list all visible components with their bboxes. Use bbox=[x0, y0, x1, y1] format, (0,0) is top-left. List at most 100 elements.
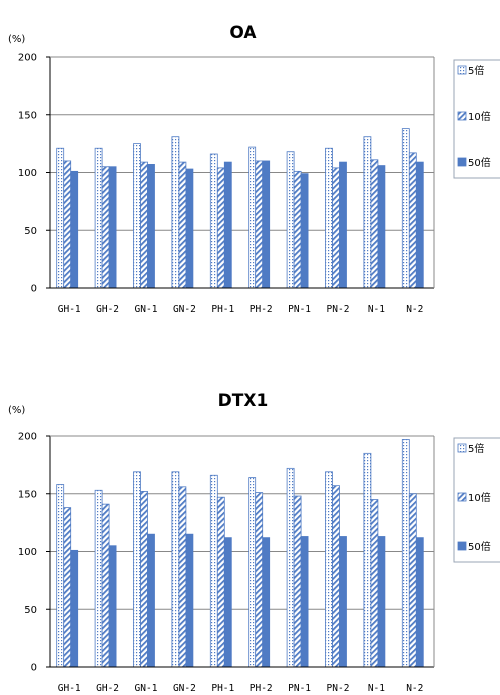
x-tick-label: PH-1 bbox=[211, 304, 234, 315]
x-tick-label: PH-1 bbox=[211, 683, 234, 694]
bar-gn-2-1 bbox=[171, 136, 180, 289]
bar-ph-1-3 bbox=[223, 161, 232, 289]
bar-gh-2-2 bbox=[101, 166, 110, 289]
bar-gn-2-2 bbox=[178, 161, 187, 289]
bar-gn-1-2 bbox=[140, 491, 148, 668]
bar-n-1-2 bbox=[370, 499, 379, 668]
legend-swatch bbox=[457, 541, 467, 551]
chart-oa: OA (%) 0 50 100 150 200 GH-1 GH-2 GN-1 GN-2 PH-1 P… bbox=[8, 23, 500, 315]
y-tick-label: 100 bbox=[18, 547, 37, 558]
y-tick-label: 50 bbox=[24, 226, 37, 237]
bar-n-1-3 bbox=[377, 536, 386, 668]
bar-ph-1-1 bbox=[209, 153, 218, 289]
bar-ph-2-2 bbox=[255, 492, 264, 668]
legend-swatch bbox=[457, 65, 467, 75]
x-tick-label: N-1 bbox=[368, 304, 385, 315]
y-tick-label: 50 bbox=[24, 605, 37, 616]
legend-entry: 50倍 bbox=[468, 156, 491, 169]
bar-pn-1-2 bbox=[293, 495, 302, 668]
bar-ph-1-2 bbox=[216, 496, 225, 668]
bar-ph-2-2 bbox=[255, 160, 264, 289]
chart-title: OA bbox=[229, 23, 257, 43]
bar-gh-2-1 bbox=[94, 147, 103, 289]
bar-ph-2-1 bbox=[248, 146, 257, 289]
bar-gn-2-2 bbox=[178, 486, 187, 668]
bar-pn-1-1 bbox=[286, 467, 295, 668]
x-tick-label: GH-1 bbox=[58, 683, 81, 694]
legend-swatch bbox=[457, 443, 467, 453]
x-tick-label: GH-2 bbox=[96, 304, 119, 315]
bar-pn-1-3 bbox=[300, 536, 309, 668]
legend: 5倍 10倍 50倍 bbox=[453, 437, 500, 563]
y-tick-label: 0 bbox=[31, 663, 37, 674]
legend-entry: 50倍 bbox=[468, 540, 491, 553]
bar-gn-2-3 bbox=[185, 533, 194, 668]
bar-gh-1-1 bbox=[56, 484, 65, 668]
bar-gn-1-2 bbox=[140, 161, 148, 289]
bar-n-1-1 bbox=[363, 136, 372, 289]
legend-entry: 5倍 bbox=[468, 442, 484, 455]
bar-gh-1-1 bbox=[56, 147, 65, 289]
bar-ph-1-3 bbox=[223, 537, 232, 668]
x-tick-label: GN-2 bbox=[173, 304, 196, 315]
bar-n-1-3 bbox=[377, 165, 386, 289]
bar-gh-2-3 bbox=[108, 166, 117, 289]
bar-gn-1-1 bbox=[133, 471, 141, 668]
x-tick-label: PH-2 bbox=[250, 683, 273, 694]
bar-pn-2-3 bbox=[339, 536, 347, 668]
y-tick-label: 0 bbox=[31, 284, 37, 295]
x-tick-label: GN-1 bbox=[135, 683, 158, 694]
x-tick-label: GN-2 bbox=[173, 683, 196, 694]
bar-n-1-1 bbox=[363, 452, 372, 668]
bar-ph-1-2 bbox=[216, 167, 225, 289]
bar-pn-1-3 bbox=[300, 173, 309, 289]
bar-n-2-3 bbox=[415, 161, 424, 289]
x-tick-label: PH-2 bbox=[250, 304, 273, 315]
bar-n-2-1 bbox=[401, 439, 410, 668]
y-tick-label: 200 bbox=[18, 432, 37, 443]
x-tick-label: GH-1 bbox=[58, 304, 81, 315]
bar-ph-1-1 bbox=[209, 474, 218, 668]
bar-gh-1-2 bbox=[63, 507, 72, 668]
bar-n-2-1 bbox=[401, 128, 410, 289]
bar-pn-1-1 bbox=[286, 151, 295, 289]
bar-gn-1-3 bbox=[147, 164, 155, 289]
x-tick-label: PN-2 bbox=[327, 304, 350, 315]
x-tick-label: GH-2 bbox=[96, 683, 119, 694]
bar-gn-2-3 bbox=[185, 168, 194, 289]
legend-swatch bbox=[457, 111, 467, 121]
bar-gn-1-1 bbox=[133, 143, 141, 289]
bar-ph-2-3 bbox=[262, 537, 271, 668]
legend-swatch bbox=[457, 157, 467, 167]
bar-ph-2-1 bbox=[248, 477, 257, 668]
bar-pn-2-2 bbox=[332, 485, 340, 668]
y-tick-label: 200 bbox=[18, 53, 37, 64]
y-tick-label: 100 bbox=[18, 168, 37, 179]
y-tick-label: 150 bbox=[18, 110, 37, 121]
x-tick-label: PN-1 bbox=[288, 683, 311, 694]
y-unit-label: (%) bbox=[8, 405, 25, 416]
bar-gh-2-3 bbox=[108, 545, 117, 668]
bar-pn-1-2 bbox=[293, 170, 302, 289]
x-tick-label: N-2 bbox=[406, 304, 423, 315]
y-tick-label: 150 bbox=[18, 489, 37, 500]
x-tick-label: N-1 bbox=[368, 683, 385, 694]
legend-entry: 10倍 bbox=[468, 491, 491, 504]
legend-entry: 10倍 bbox=[468, 110, 491, 123]
chart-dtx1: DTX1 (%) 0 50 100 150 200 GH-1 GH-2 GN-1 GN-2 PH-… bbox=[8, 391, 500, 694]
bar-n-2-2 bbox=[408, 152, 417, 289]
bar-n-1-2 bbox=[370, 159, 379, 289]
bar-gn-1-3 bbox=[147, 533, 155, 668]
bar-gn-2-1 bbox=[171, 471, 180, 668]
bar-pn-2-1 bbox=[325, 147, 333, 289]
x-tick-label: PN-1 bbox=[288, 304, 311, 315]
bar-n-2-3 bbox=[415, 537, 424, 668]
legend: 5倍 10倍 50倍 bbox=[453, 59, 500, 179]
legend-entry: 5倍 bbox=[468, 64, 484, 77]
x-tick-label: PN-2 bbox=[327, 683, 350, 694]
bar-pn-2-2 bbox=[332, 167, 340, 289]
chart-title: DTX1 bbox=[218, 391, 269, 411]
bar-gh-1-3 bbox=[70, 170, 79, 289]
bar-ph-2-3 bbox=[262, 160, 271, 289]
legend-swatch bbox=[457, 492, 467, 502]
